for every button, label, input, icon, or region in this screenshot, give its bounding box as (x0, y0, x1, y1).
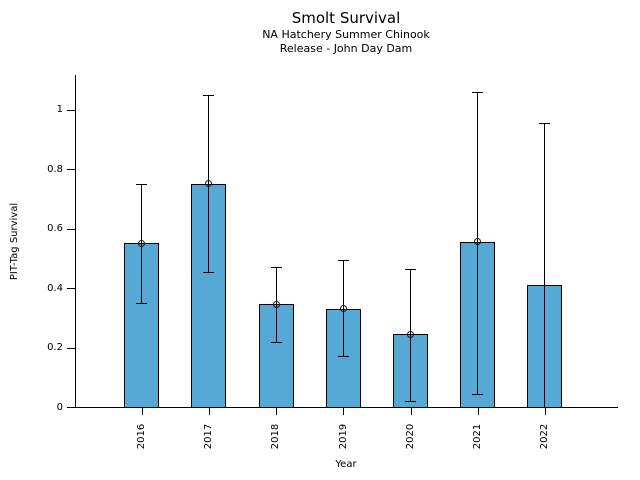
error-cap-low-2019 (337, 356, 349, 358)
error-cap-low-2020 (405, 401, 416, 403)
y-axis-label: PIT-Tag Survival (0, 202, 65, 279)
error-cap-high-2021 (472, 91, 484, 93)
error-cap-high-2020 (405, 268, 416, 270)
x-tick-2020 (410, 408, 412, 415)
error-cap-high-2016 (136, 183, 148, 185)
x-tick-label-text-2016: 2016 (136, 423, 148, 450)
error-cap-low-2018 (270, 341, 282, 343)
error-cap-high-2022 (539, 122, 551, 124)
x-tick-label-text-2020: 2020 (404, 423, 416, 450)
x-tick-2017 (208, 408, 210, 415)
x-tick-2018 (276, 408, 278, 415)
y-tick-0.8 (67, 169, 75, 171)
y-tick-label-0.4: 0.4 (47, 282, 63, 294)
x-tick-label-text-2019: 2019 (337, 423, 349, 450)
x-axis-label: Year (335, 459, 357, 470)
y-tick-label-0.2: 0.2 (47, 342, 63, 354)
point-marker-2019 (339, 305, 347, 313)
y-tick-1 (67, 109, 75, 111)
title-block: Smolt Survival NA Hatchery Summer Chinoo… (75, 8, 617, 56)
point-marker-2018 (272, 300, 280, 308)
point-marker-2016 (138, 239, 146, 247)
y-axis-label-text: PIT-Tag Survival (9, 202, 21, 280)
x-tick-2016 (141, 408, 143, 415)
y-tick-label-0: 0 (56, 401, 63, 413)
error-cap-high-2018 (270, 267, 282, 269)
y-tick-label-1: 1 (56, 104, 63, 116)
error-cap-low-2017 (203, 271, 215, 273)
y-tick-0.4 (67, 288, 75, 290)
x-tick-2019 (343, 408, 345, 415)
error-cap-high-2017 (203, 94, 215, 96)
x-tick-label-text-2017: 2017 (203, 423, 215, 450)
x-tick-label-2022: 2022 (495, 424, 595, 449)
error-cap-high-2019 (337, 259, 349, 261)
error-cap-low-2021 (472, 393, 484, 395)
x-tick-2022 (544, 408, 546, 415)
chart-title: Smolt Survival (291, 9, 401, 27)
error-cap-low-2016 (136, 302, 148, 304)
point-marker-2017 (205, 180, 213, 188)
point-marker-2020 (407, 330, 414, 338)
x-tick-label-text-2018: 2018 (270, 423, 282, 450)
point-marker-2021 (474, 238, 482, 246)
chart-subtitle-line1: NA Hatchery Summer Chinook (262, 28, 430, 41)
y-tick-0.2 (67, 347, 75, 349)
y-tick-label-0.6: 0.6 (47, 223, 63, 235)
chart-subtitle-line2: Release - John Day Dam (279, 42, 413, 55)
y-tick-0 (67, 407, 75, 408)
bar-2019 (325, 308, 361, 408)
y-tick-0.6 (67, 228, 75, 230)
x-tick-2021 (477, 408, 479, 415)
x-tick-label-text-2022: 2022 (539, 423, 551, 450)
y-tick-label-0.8: 0.8 (47, 163, 63, 175)
error-bar-2022 (544, 122, 546, 407)
x-tick-label-text-2021: 2021 (472, 423, 484, 450)
